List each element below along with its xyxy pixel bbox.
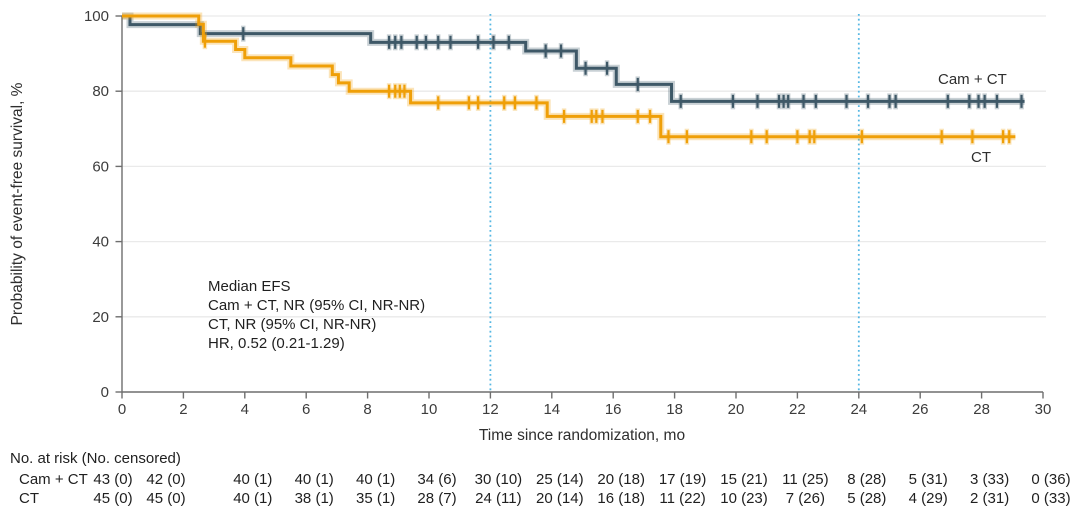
risk-cell: 24 (11) <box>475 490 522 507</box>
risk-cell: 2 (31) <box>970 490 1010 507</box>
risk-cell: 11 (22) <box>659 490 706 507</box>
x-tick-label: 4 <box>241 401 249 418</box>
y-tick-label: 60 <box>92 158 109 175</box>
risk-cell: 0 (36) <box>1031 471 1071 488</box>
risk-cell: 15 (21) <box>720 471 768 488</box>
x-tick-label: 28 <box>973 401 990 418</box>
survival-curve-ct <box>122 14 1016 139</box>
x-tick-label: 16 <box>605 401 622 418</box>
risk-cell: 7 (26) <box>785 490 825 507</box>
x-tick-label: 20 <box>728 401 745 418</box>
risk-cell: 4 (29) <box>908 490 948 507</box>
annotation-ct-ci: CT, NR (95% CI, NR-NR) <box>208 316 376 333</box>
risk-cell: 25 (14) <box>536 471 584 488</box>
x-tick-label: 0 <box>118 401 126 418</box>
y-axis-title: Probability of event-free survival, % <box>9 82 26 325</box>
risk-cell: 28 (7) <box>417 490 457 507</box>
risk-cell: 5 (31) <box>908 471 948 488</box>
x-tick-label: 2 <box>179 401 187 418</box>
x-tick-label: 8 <box>363 401 371 418</box>
risk-cell: 42 (0) <box>146 471 186 488</box>
x-tick-label: 22 <box>789 401 806 418</box>
risk-cell: 20 (14) <box>536 490 584 507</box>
risk-cell: 40 (1) <box>233 471 273 488</box>
risk-cell: 45 (0) <box>93 490 133 507</box>
x-tick-label: 30 <box>1035 401 1052 418</box>
risk-cell: 45 (0) <box>146 490 186 507</box>
x-tick-label: 26 <box>912 401 929 418</box>
risk-cell: 30 (10) <box>474 471 523 488</box>
risk-cell: 11 (25) <box>782 471 829 488</box>
annotation-hazard-ratio: HR, 0.52 (0.21-1.29) <box>208 335 345 352</box>
y-tick-label: 20 <box>92 309 109 326</box>
x-tick-label: 6 <box>302 401 310 418</box>
risk-cell: 43 (0) <box>93 471 133 488</box>
y-tick-label: 0 <box>101 384 109 401</box>
risk-cell: 0 (33) <box>1031 490 1071 507</box>
risk-cell: 40 (1) <box>233 490 273 507</box>
risk-cell: 38 (1) <box>294 490 334 507</box>
risk-cell: 35 (1) <box>356 490 396 507</box>
y-tick-label: 80 <box>92 83 109 100</box>
survival-curve-cam-ct <box>122 14 1025 103</box>
risk-cell: 8 (28) <box>847 471 887 488</box>
x-tick-label: 10 <box>421 401 438 418</box>
risk-cell: 10 (23) <box>720 490 768 507</box>
x-tick-label: 14 <box>543 401 560 418</box>
risk-cell: 3 (33) <box>970 471 1010 488</box>
risk-cell: 40 (1) <box>356 471 396 488</box>
risk-cell: 17 (19) <box>658 471 707 488</box>
risk-cell: 16 (18) <box>597 490 645 507</box>
x-tick-label: 18 <box>666 401 683 418</box>
curve-label-ct: CT <box>971 149 991 166</box>
annotation-camct-ci: Cam + CT, NR (95% CI, NR-NR) <box>208 297 425 314</box>
risk-cell: 40 (1) <box>294 471 334 488</box>
risk-cell: 5 (28) <box>847 490 887 507</box>
y-tick-label: 40 <box>92 234 109 251</box>
x-tick-label: 24 <box>850 401 867 418</box>
risk-cell: 20 (18) <box>597 471 645 488</box>
annotation-median-efs: Median EFS <box>208 278 291 295</box>
risk-row-label-cam-ct: Cam + CT <box>19 471 88 488</box>
risk-table-title: No. at risk (No. censored) <box>10 450 181 467</box>
x-axis-title: Time since randomization, mo <box>479 427 685 444</box>
y-tick-label: 100 <box>84 8 109 25</box>
curve-label-cam-ct: Cam + CT <box>938 71 1007 88</box>
risk-row-label-ct: CT <box>19 490 39 507</box>
x-tick-label: 12 <box>482 401 499 418</box>
risk-cell: 34 (6) <box>417 471 457 488</box>
